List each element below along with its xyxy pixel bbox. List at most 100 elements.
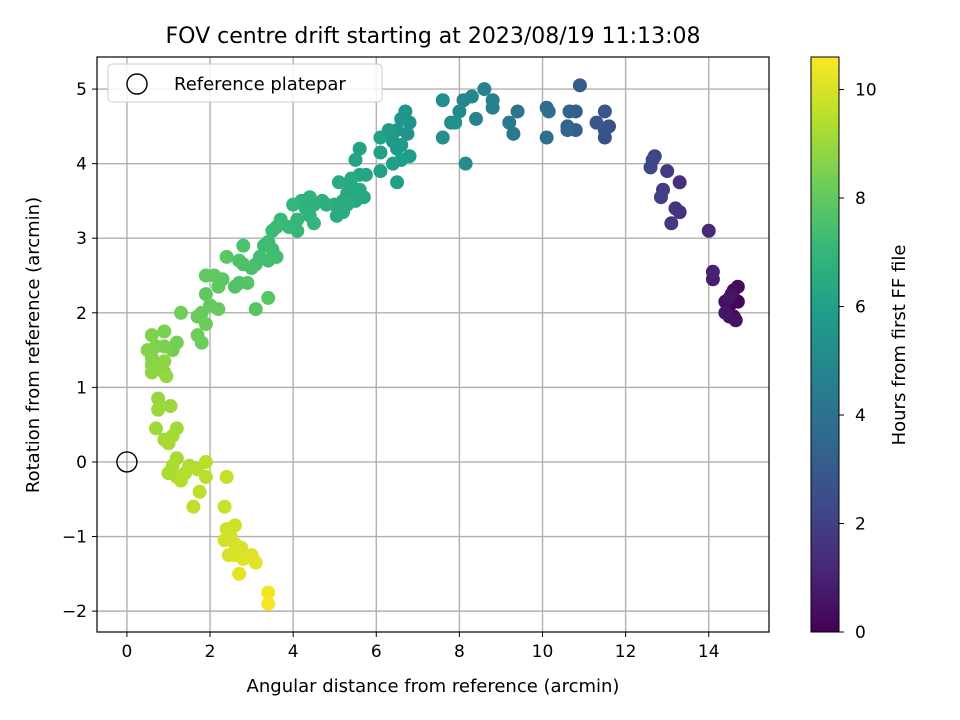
colorbar-tick-label: 6 [855,298,866,318]
data-point [232,566,247,581]
y-axis-label: Rotation from reference (arcmin) [23,197,44,493]
colorbar-tick-label: 8 [855,189,866,209]
x-tick-label: 2 [205,642,216,662]
data-point [265,223,280,238]
data-point [219,249,234,264]
plot-frame [96,56,770,633]
data-point [394,138,409,153]
data-point [192,484,207,499]
data-point [261,290,276,305]
data-point [248,555,263,570]
data-point [348,152,363,167]
data-point [502,115,517,130]
data-point [539,130,554,145]
data-point [261,585,276,600]
data-point [211,302,226,317]
colorbar-tick-label: 10 [855,81,877,101]
data-point [144,365,159,380]
colorbar-tick-label: 2 [855,515,866,535]
x-tick-label: 14 [698,642,720,662]
data-point [560,123,575,138]
data-point [562,104,577,119]
data-point [306,216,321,231]
data-point [190,328,205,343]
data-point [198,454,213,469]
data-point [653,190,668,205]
data-point [660,164,675,179]
data-point [319,197,334,212]
data-point [589,115,604,130]
data-point [257,238,272,253]
data-point [344,171,359,186]
legend-box [107,63,383,103]
data-point [718,305,733,320]
data-point [286,197,301,212]
y-tick-label: −1 [62,528,87,548]
data-point [173,473,188,488]
data-point [248,302,263,317]
colorbar-ticks: 0 2 4 6 8 10 [839,81,877,643]
legend-marker-reference [126,73,148,95]
data-point [352,141,367,156]
data-point [452,104,467,119]
reference-platepar-marker [116,451,138,473]
data-point [541,104,556,119]
colorbar-tick-label: 0 [855,623,866,643]
data-point [163,399,178,414]
data-point [352,182,367,197]
data-point [394,111,409,126]
data-point [149,421,164,436]
data-point [161,436,176,451]
y-axis-ticks: −2 −1 0 1 2 3 4 5 [62,80,97,622]
data-point [373,130,388,145]
data-point [701,223,716,238]
data-point [597,104,612,119]
data-point [485,100,500,115]
x-tick-label: 0 [122,642,133,662]
data-point [668,201,683,216]
data-point [469,111,484,126]
data-point [159,369,174,384]
y-tick-label: 2 [76,304,87,324]
data-point [373,145,388,160]
data-point [705,264,720,279]
data-point [435,130,450,145]
data-point [336,205,351,220]
data-point [240,275,255,290]
data-point [144,328,159,343]
data-point [458,156,473,171]
data-point [232,253,247,268]
data-point [456,93,471,108]
data-point [198,469,213,484]
data-point [510,104,525,119]
legend: Reference platepar [107,63,383,103]
legend-label-reference: Reference platepar [174,74,346,95]
data-point [219,469,234,484]
data-point [157,324,172,339]
y-tick-label: −2 [62,602,87,622]
data-point [506,126,521,141]
data-point [198,287,213,302]
data-point [331,175,346,190]
data-point [373,164,388,179]
data-point [261,596,276,611]
data-point [672,175,687,190]
x-tick-label: 12 [615,642,637,662]
colorbar-label: Hours from first FF file [889,245,910,446]
data-point [157,354,172,369]
data-point [728,313,743,328]
x-tick-label: 10 [532,642,554,662]
x-tick-label: 6 [371,642,382,662]
data-point [227,518,242,533]
y-tick-label: 5 [76,80,87,100]
y-tick-label: 1 [76,378,87,398]
x-axis-label: Angular distance from reference (arcmin) [247,676,620,697]
data-points [116,78,745,611]
data-point [186,499,201,514]
x-tick-label: 8 [454,642,465,662]
data-point [217,499,232,514]
data-point [390,175,405,190]
y-tick-label: 4 [76,155,87,175]
x-axis-ticks: 0 2 4 6 8 10 12 14 [122,632,720,662]
